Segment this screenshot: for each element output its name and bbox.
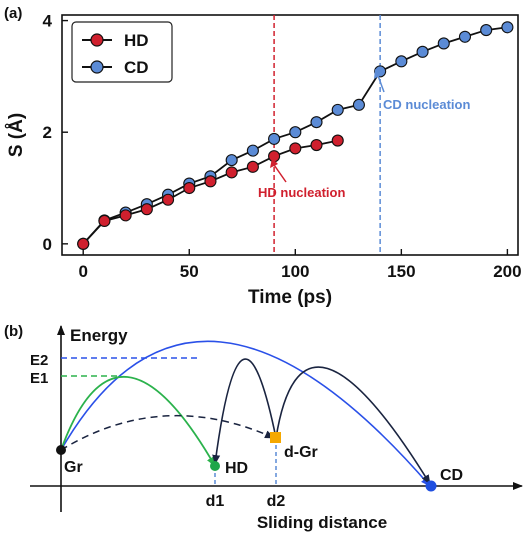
- legend-label-cd: CD: [124, 58, 149, 77]
- hd-arrowhead: [270, 158, 278, 168]
- data-point-hd: [268, 150, 281, 163]
- data-point-hd: [310, 138, 323, 152]
- data-point-hd: [225, 166, 238, 179]
- data-point-hd: [331, 134, 344, 147]
- legend-label-hd: HD: [124, 31, 149, 50]
- dgr-to-cd-path: [275, 366, 431, 485]
- data-point-cd: [416, 45, 429, 58]
- gr-to-cd-blue-path: [60, 340, 431, 487]
- state-dgr-label: d-Gr: [284, 444, 318, 461]
- data-point-hd: [161, 193, 175, 206]
- state-cd-marker: [425, 480, 437, 492]
- panel-a-label: (a): [4, 5, 22, 22]
- data-point-hd: [246, 160, 259, 173]
- data-point-cd: [310, 116, 323, 129]
- cd-arrowhead: [374, 69, 381, 79]
- axis-ticks: 0 50 100 150 200 0 2 4: [43, 12, 522, 281]
- data-point-cd: [501, 21, 514, 34]
- data-point-cd: [437, 37, 450, 50]
- y-tick-label: 0: [43, 235, 52, 254]
- panel-b: (b) Energy Sliding distance E2 E1: [4, 323, 523, 532]
- y-tick-label: 4: [43, 12, 53, 31]
- legend-marker-cd: [90, 60, 104, 74]
- data-point-hd: [183, 181, 196, 195]
- energy-axis-label: Energy: [70, 326, 128, 345]
- data-point-cd: [289, 126, 302, 139]
- series-group: [77, 21, 514, 250]
- data-point-hd: [289, 142, 302, 155]
- data-point-hd: [204, 175, 217, 188]
- data-point-cd: [395, 55, 408, 68]
- state-hd-label: HD: [225, 460, 248, 477]
- x-tick-label: 150: [387, 262, 415, 281]
- panel-a: (a) 0 50 100 150 200 0 2 4 Time (ps) S (Å) HD C…: [4, 5, 522, 308]
- x-tick-label: 200: [493, 262, 521, 281]
- annotations: HD nucleation CD nucleation: [258, 69, 470, 200]
- data-point-hd: [140, 203, 153, 216]
- gr-to-dgr-dashed-path: [60, 414, 275, 451]
- legend-box: [71, 21, 173, 83]
- data-point-cd: [225, 154, 238, 167]
- data-point-hd: [77, 237, 90, 250]
- y-axis-label: S (Å): [6, 113, 27, 157]
- plot-area-frame: [61, 14, 519, 256]
- state-cd-label: CD: [440, 467, 463, 484]
- panel-b-label: (b): [4, 323, 23, 340]
- y-tick-label: 2: [43, 123, 52, 142]
- distance-axis-label: Sliding distance: [257, 513, 387, 532]
- data-point-hd: [119, 209, 132, 222]
- data-point-cd: [331, 103, 344, 116]
- d2-label: d2: [267, 493, 286, 510]
- data-point-cd: [352, 98, 365, 111]
- dgr-to-hd-path: [212, 358, 277, 465]
- legend: HD CD: [71, 21, 173, 83]
- state-gr-marker: [56, 445, 66, 455]
- e2-label: E2: [30, 352, 48, 369]
- data-point-cd: [480, 24, 493, 37]
- state-dgr-marker: [270, 432, 281, 443]
- data-point-cd: [458, 30, 472, 43]
- state-gr-label: Gr: [64, 459, 83, 476]
- state-hd-marker: [210, 461, 220, 471]
- x-tick-label: 100: [281, 262, 309, 281]
- x-tick-label: 50: [180, 262, 199, 281]
- x-tick-label: 0: [78, 262, 87, 281]
- hd-nucleation-label: HD nucleation: [258, 185, 345, 200]
- data-point-cd: [268, 132, 281, 145]
- x-axis-label: Time (ps): [248, 287, 332, 308]
- cd-nucleation-label: CD nucleation: [383, 97, 470, 112]
- gr-to-hd-green-path: [60, 376, 216, 467]
- data-point-cd: [246, 144, 259, 157]
- d1-label: d1: [206, 493, 225, 510]
- e1-label: E1: [30, 370, 48, 387]
- legend-marker-hd: [90, 33, 104, 47]
- data-point-hd: [98, 214, 111, 228]
